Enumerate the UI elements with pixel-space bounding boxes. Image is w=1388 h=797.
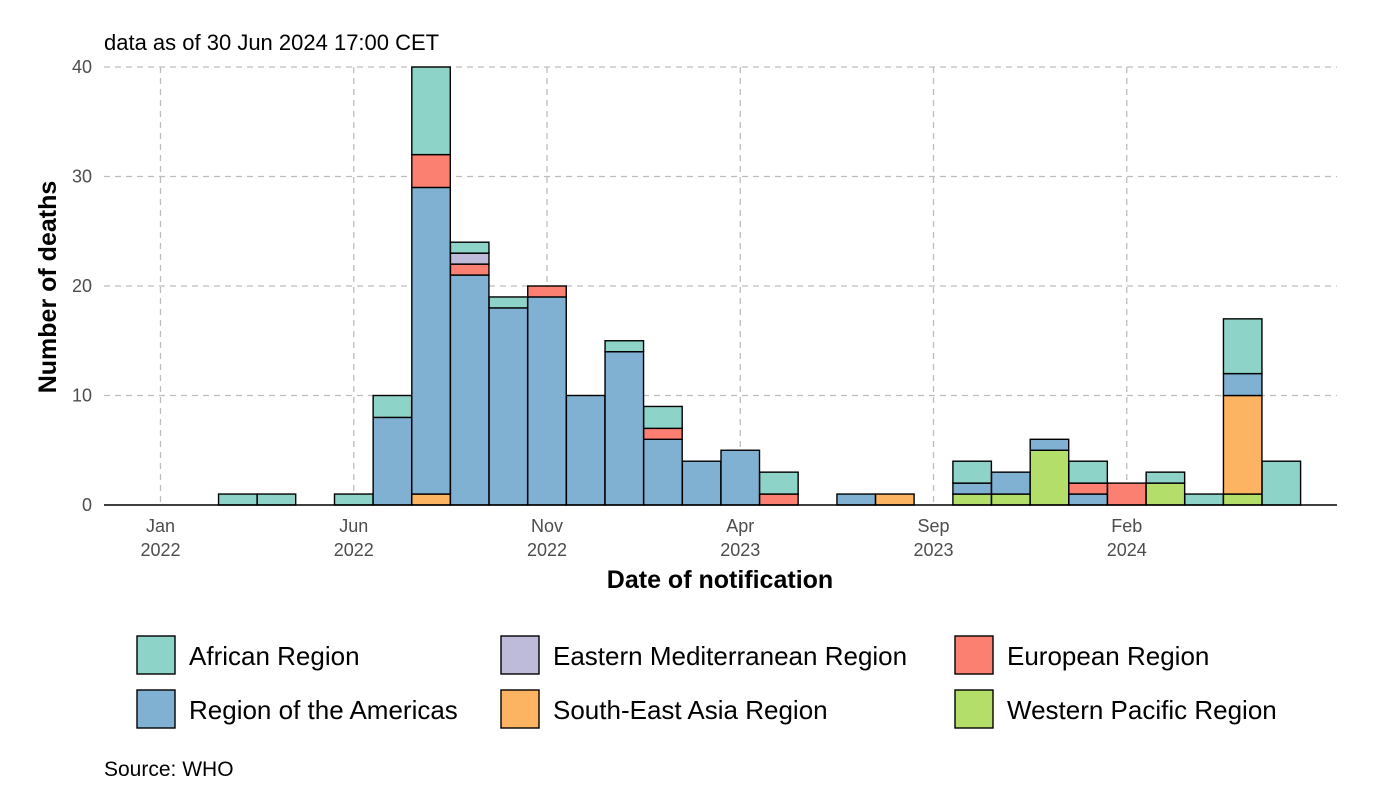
bar-segment xyxy=(1222,493,1263,506)
bar-segment xyxy=(952,482,993,495)
bar-segment xyxy=(990,471,1031,495)
bar-segment xyxy=(758,471,799,495)
y-tick-label: 10 xyxy=(72,386,92,406)
y-axis-ticks: 0 10 20 30 40 xyxy=(72,57,92,515)
bar-segment xyxy=(1029,449,1070,506)
bar-segment xyxy=(643,427,683,441)
legend-label: Eastern Mediterranean Region xyxy=(553,641,907,671)
bar-segment xyxy=(449,263,490,276)
x-tick-label-year: 2024 xyxy=(1107,540,1147,560)
y-tick-label: 40 xyxy=(72,57,92,77)
bar-segment xyxy=(1222,394,1263,495)
bar-segment xyxy=(527,296,567,506)
bar-segment xyxy=(449,274,490,506)
bar-segment xyxy=(1145,471,1186,484)
bar-segment xyxy=(952,460,993,484)
x-tick-label-month: Apr xyxy=(726,516,754,536)
legend-label: African Region xyxy=(189,641,360,671)
bar-segment xyxy=(681,460,722,506)
bar-segment xyxy=(411,153,451,189)
x-axis-title: Date of notification xyxy=(607,566,833,594)
bar-segment xyxy=(1261,460,1302,506)
bar-segment xyxy=(565,394,606,506)
y-axis-title: Number of deaths xyxy=(34,181,62,394)
x-tick-label-year: 2022 xyxy=(334,540,374,560)
legend-swatch xyxy=(954,689,994,729)
x-tick-label-year: 2022 xyxy=(527,540,567,560)
bar-segment xyxy=(488,307,529,506)
bars xyxy=(217,66,1302,506)
legend-label: South-East Asia Region xyxy=(553,695,828,725)
bar-segment xyxy=(449,252,490,265)
legend-label: Region of the Americas xyxy=(189,695,458,725)
x-tick-label-month: Sep xyxy=(917,516,949,536)
gridlines xyxy=(104,66,1337,505)
legend-swatch xyxy=(136,635,176,675)
bar-segment xyxy=(604,340,645,353)
bar-segment xyxy=(1222,318,1263,375)
bar-segment xyxy=(604,351,645,506)
bar-segment xyxy=(217,493,258,506)
bar-segment xyxy=(1068,493,1109,506)
y-tick-label: 20 xyxy=(72,276,92,296)
bar-segment xyxy=(256,493,297,506)
bar-segment xyxy=(411,493,451,506)
caption-source: Source: WHO xyxy=(104,758,234,781)
bar-segment xyxy=(449,241,490,254)
bar-segment xyxy=(1068,460,1109,484)
x-axis-ticks: Jan 2022 Jun 2022 Nov 2022 Apr 2023 Sep 2023 Feb 20… xyxy=(140,516,1146,560)
legend: African Region Eastern Mediterranean Regi… xyxy=(136,635,1277,729)
bar-segment xyxy=(952,493,993,506)
bar-segment xyxy=(1222,372,1263,397)
x-tick-label-month: Nov xyxy=(531,516,563,536)
bar-segment xyxy=(372,416,413,506)
y-tick-label: 0 xyxy=(82,495,92,515)
bar-segment xyxy=(527,285,567,298)
x-tick-label-month: Jan xyxy=(146,516,175,536)
legend-swatch xyxy=(954,635,994,675)
bar-segment xyxy=(411,66,451,156)
y-tick-label: 30 xyxy=(72,167,92,187)
bar-segment xyxy=(1106,482,1147,506)
chart-subtitle: data as of 30 Jun 2024 17:00 CET xyxy=(104,30,439,55)
bar-segment xyxy=(1068,482,1109,495)
bar-segment xyxy=(372,394,413,419)
x-tick-label-year: 2022 xyxy=(140,540,180,560)
x-tick-label-month: Feb xyxy=(1111,516,1142,536)
bar-segment xyxy=(720,449,761,506)
bar-segment xyxy=(874,493,915,506)
legend-swatch xyxy=(136,689,176,729)
x-tick-label-month: Jun xyxy=(339,516,368,536)
bar-segment xyxy=(488,296,529,309)
bar-segment xyxy=(836,493,877,506)
bar-segment xyxy=(333,493,374,506)
bar-segment xyxy=(1184,493,1225,506)
bar-segment xyxy=(411,186,451,495)
bar-segment xyxy=(1029,438,1070,451)
legend-label: Western Pacific Region xyxy=(1007,695,1277,725)
legend-swatch xyxy=(500,635,540,675)
bar-segment xyxy=(643,438,683,506)
bar-segment xyxy=(990,493,1031,506)
bar-segment xyxy=(1145,482,1186,506)
legend-label: European Region xyxy=(1007,641,1209,671)
x-tick-label-year: 2023 xyxy=(720,540,760,560)
x-tick-label-year: 2023 xyxy=(913,540,953,560)
bar-segment xyxy=(643,405,683,430)
legend-swatch xyxy=(500,689,540,729)
bar-segment xyxy=(758,493,799,506)
